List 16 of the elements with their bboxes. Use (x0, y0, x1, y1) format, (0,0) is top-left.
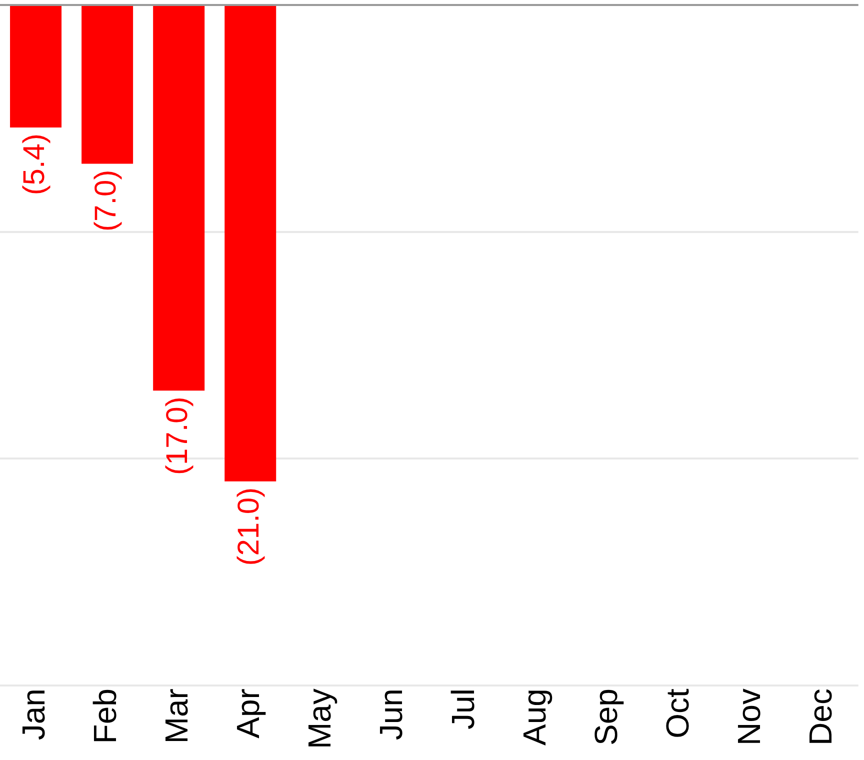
data-label: (17.0) (161, 396, 194, 476)
x-tick-label: Jun (373, 688, 410, 740)
data-label: (21.0) (232, 487, 266, 566)
x-tick-label: Dec (802, 688, 838, 746)
x-tick-label: Nov (730, 688, 767, 746)
x-tick-label: May (302, 688, 338, 749)
x-tick-label: Oct (659, 688, 696, 738)
x-tick-label: Apr (230, 688, 266, 738)
data-label: (5.4) (18, 134, 52, 196)
x-tick-label: Mar (158, 688, 195, 744)
x-tick-label: Sep (588, 688, 624, 746)
x-tick-label: Jan (16, 688, 52, 740)
x-tick-label: Feb (87, 688, 124, 744)
x-tick-label: Aug (516, 688, 552, 746)
data-label: (7.0) (90, 170, 123, 232)
x-tick-label: Jul (444, 688, 481, 730)
